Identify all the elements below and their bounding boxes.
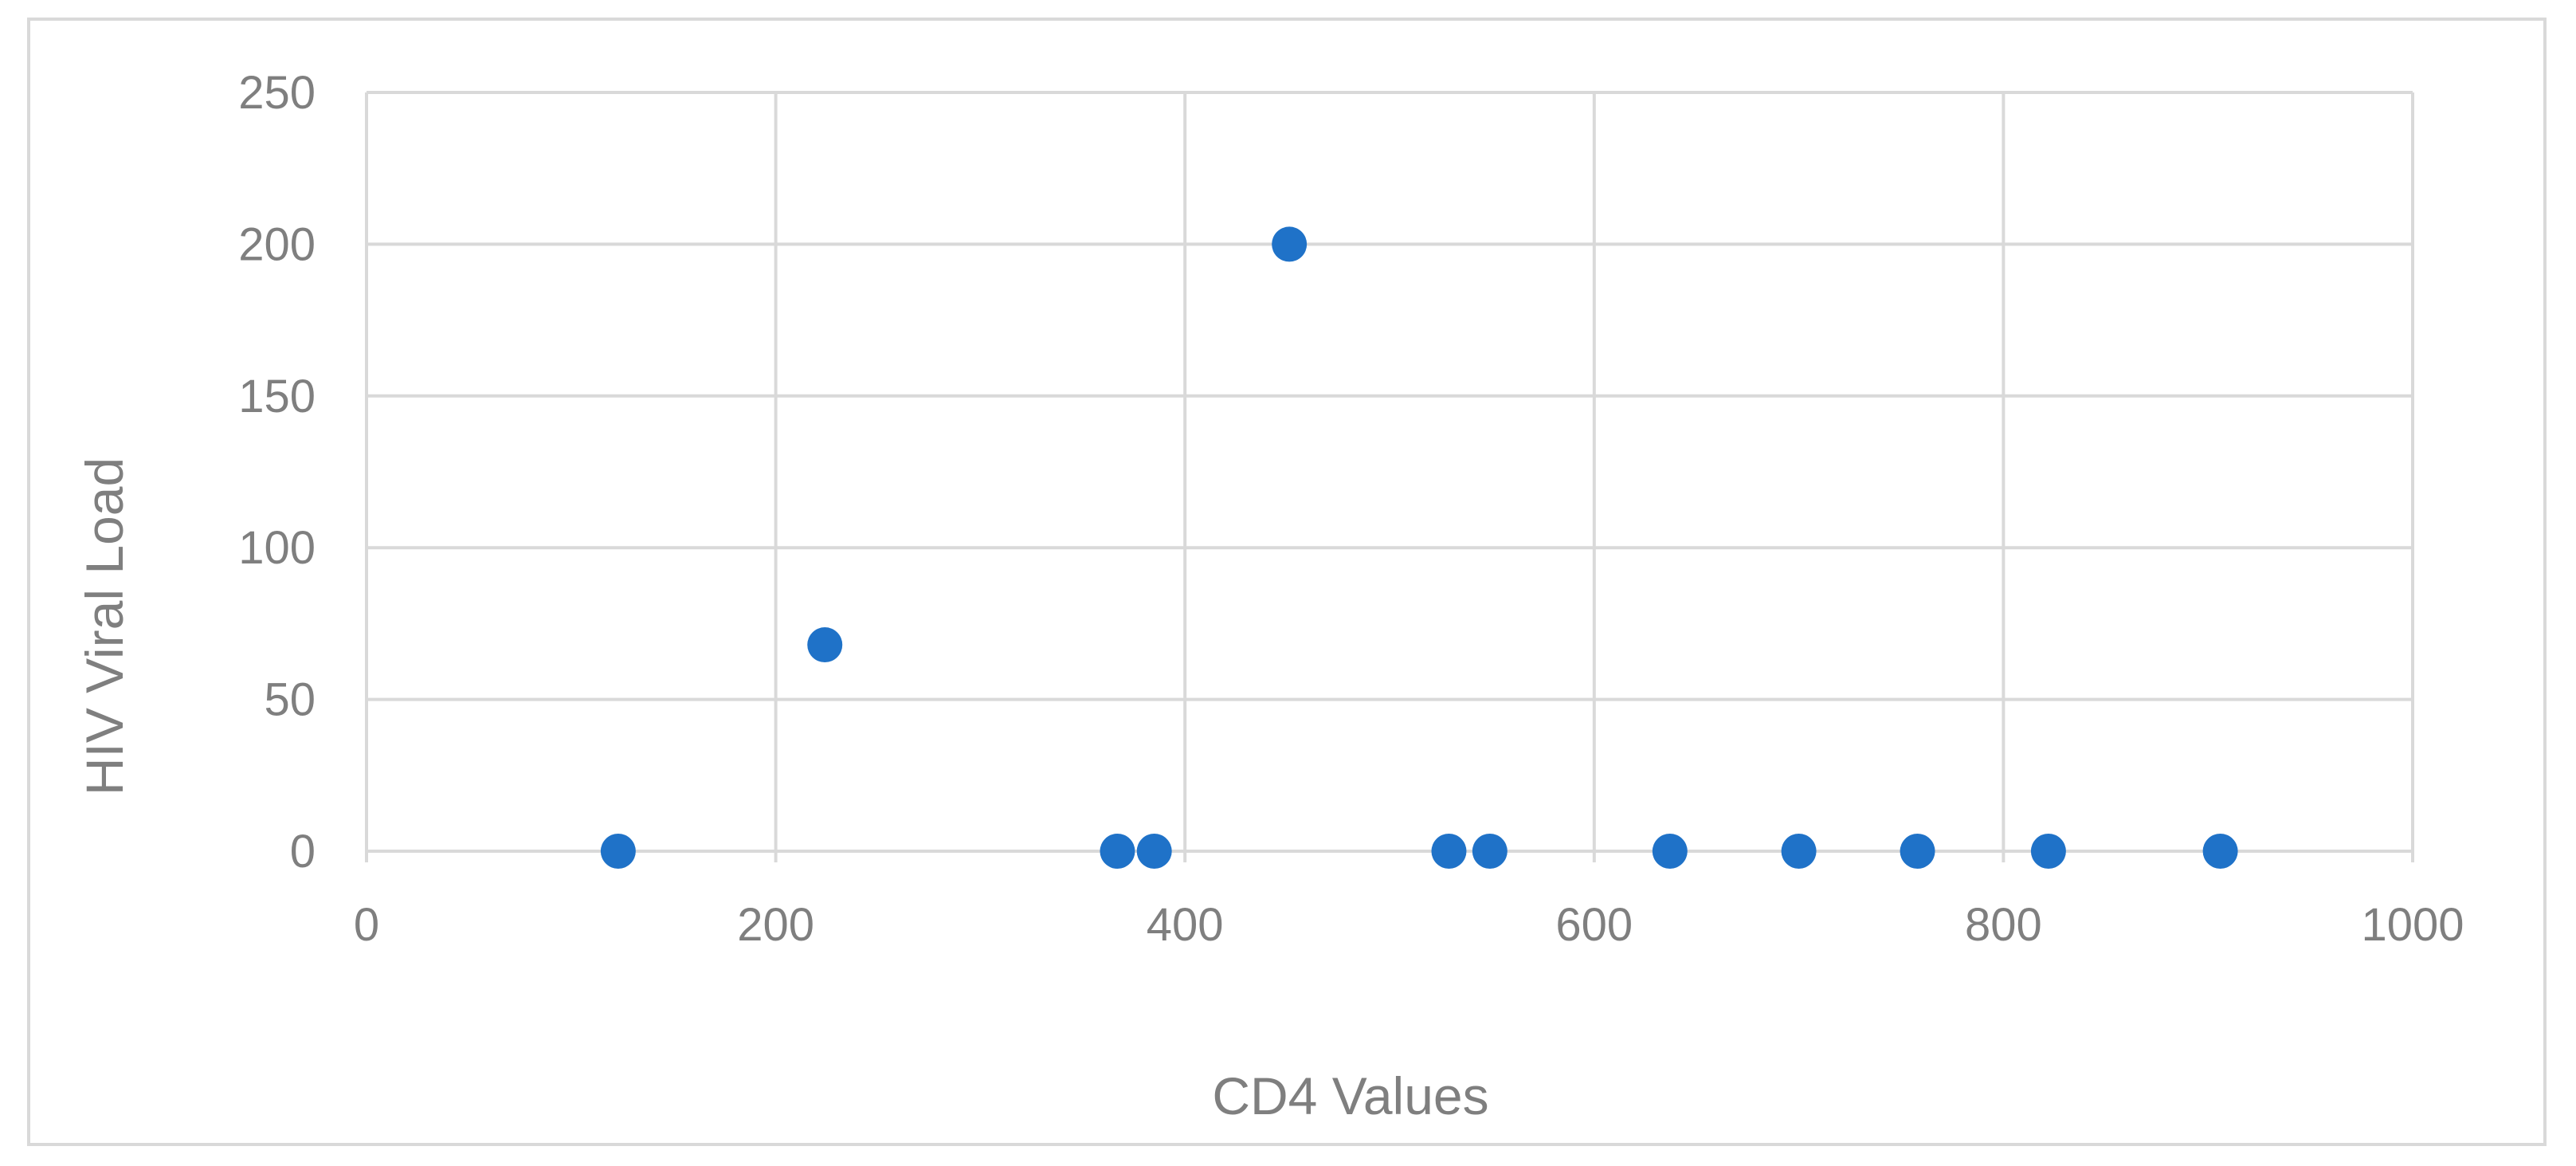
data-point-2 — [1100, 834, 1135, 869]
y-tick-label-2: 100 — [238, 522, 316, 574]
x-tick-label-1: 200 — [737, 899, 814, 951]
data-point-1 — [807, 627, 843, 663]
x-tick-label-3: 600 — [1555, 899, 1633, 951]
data-point-0 — [600, 834, 636, 869]
data-point-3 — [1136, 834, 1172, 869]
gridlines — [365, 91, 2414, 862]
x-tick-label-2: 400 — [1147, 899, 1224, 951]
data-point-11 — [2202, 834, 2238, 869]
y-tick-label-3: 150 — [238, 371, 316, 422]
y-tick-label-0: 0 — [290, 826, 316, 877]
x-tick-label-5: 1000 — [2361, 899, 2464, 951]
y-tick-label-5: 250 — [238, 67, 316, 119]
y-tick-label-4: 200 — [238, 218, 316, 270]
y-axis-title: HIV Viral Load — [75, 457, 134, 795]
data-point-6 — [1472, 834, 1508, 869]
chart-frame — [27, 18, 2547, 1146]
y-tick-label-1: 50 — [264, 674, 316, 726]
x-tick-label-4: 800 — [1965, 899, 2042, 951]
data-point-10 — [2030, 834, 2066, 869]
data-points — [600, 226, 2238, 869]
data-point-8 — [1781, 834, 1817, 869]
data-point-7 — [1652, 834, 1688, 869]
data-point-9 — [1900, 834, 1935, 869]
x-axis-title: CD4 Values — [1212, 1066, 1488, 1125]
tick-labels: 0 200 400 600 800 1000 0 50 100 150 200 250 — [238, 67, 2464, 951]
data-point-4 — [1272, 226, 1308, 262]
x-tick-label-0: 0 — [354, 899, 379, 951]
data-point-5 — [1431, 834, 1467, 869]
